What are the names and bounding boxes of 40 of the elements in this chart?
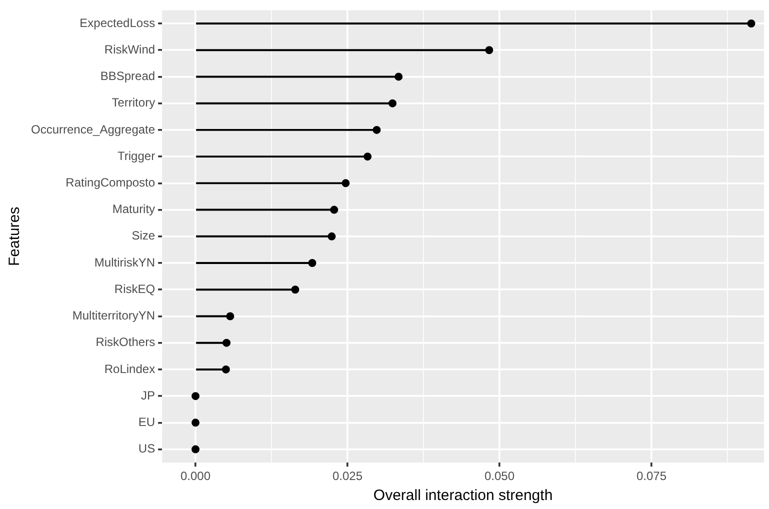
point: [222, 365, 230, 374]
y-tick-label: RoLindex: [104, 362, 156, 376]
point: [192, 418, 200, 427]
y-tick-label: MultiriskYN: [94, 255, 156, 270]
y-tick-label: RiskWind: [104, 42, 156, 56]
point: [364, 152, 372, 161]
y-tick-label: RiskEQ: [114, 282, 156, 296]
y-tick-label: Maturity: [112, 202, 156, 216]
y-tick-label: US: [138, 442, 156, 456]
point: [222, 338, 231, 347]
y-tick-label: Occurrence_Aggregate: [30, 122, 156, 136]
point: [226, 312, 234, 320]
y-tick-label: JP: [141, 388, 156, 402]
point: [192, 445, 200, 454]
y-tick-label: EU: [138, 414, 156, 429]
point: [342, 179, 350, 188]
y-tick-label: Territory: [112, 96, 156, 110]
x-tick-label: 0.050: [484, 469, 515, 484]
point: [328, 232, 336, 240]
x-tick-label: 0.075: [636, 469, 667, 484]
x-tick-label: 0.025: [332, 469, 363, 484]
y-tick-label: ExpectedLoss: [80, 16, 156, 30]
point: [388, 99, 397, 108]
y-axis-title: Features: [6, 206, 24, 266]
point: [372, 126, 381, 134]
point: [747, 20, 756, 28]
y-tick-label: Size: [132, 228, 156, 243]
point: [394, 72, 403, 81]
y-tick-label: BBSpread: [100, 69, 156, 84]
y-tick-label: RatingComposto: [66, 175, 156, 190]
point: [330, 206, 338, 214]
point: [308, 259, 316, 268]
y-tick-label: Trigger: [117, 148, 156, 163]
x-tick-label: 0.000: [180, 469, 211, 484]
point: [192, 392, 200, 400]
x-axis-title: Overall interaction strength: [373, 487, 553, 504]
point: [291, 286, 300, 294]
y-tick-label: MultiterritoryYN: [72, 308, 156, 323]
y-tick-label: RiskOthers: [96, 335, 156, 350]
point: [485, 46, 494, 54]
